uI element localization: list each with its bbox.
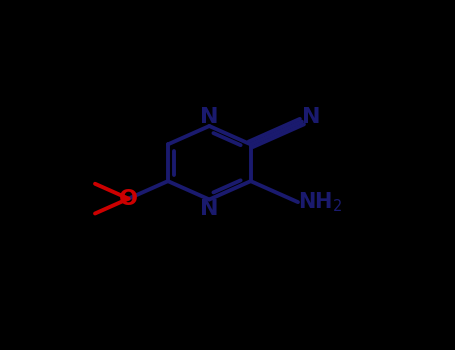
Text: O: O [119,189,138,209]
Text: N: N [302,107,321,127]
Text: N: N [200,198,218,219]
Text: N: N [200,107,218,127]
Text: NH$_2$: NH$_2$ [298,190,342,214]
